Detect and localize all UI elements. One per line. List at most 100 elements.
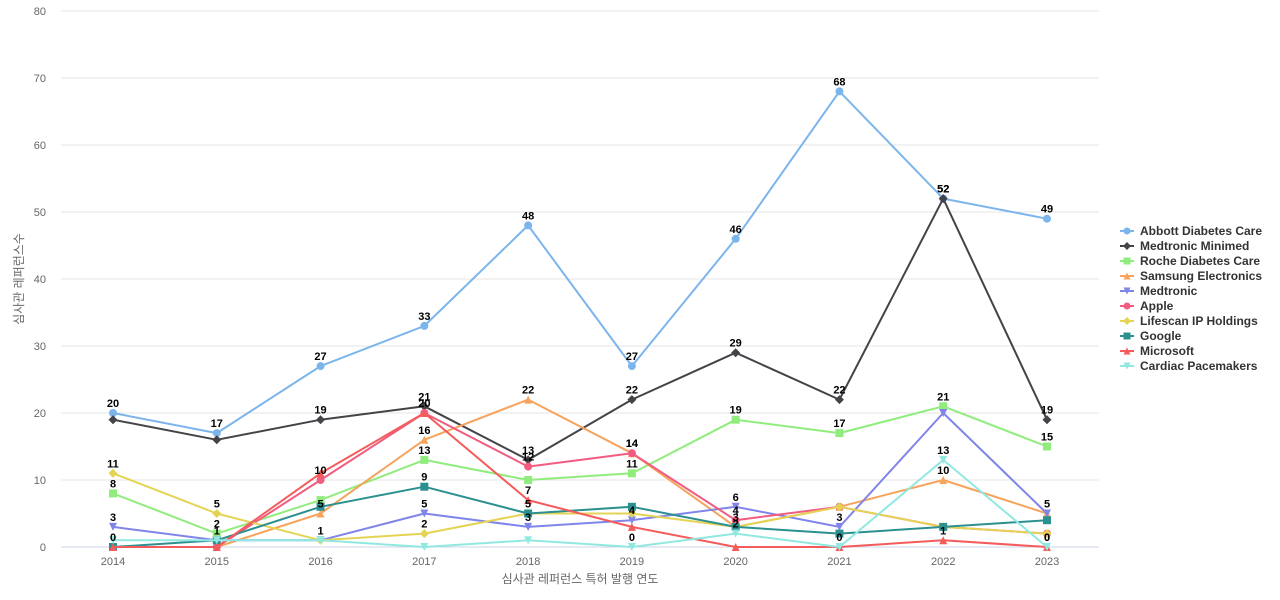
data-point	[420, 543, 429, 551]
data-point	[109, 543, 117, 551]
y-tick-label: 60	[34, 140, 46, 152]
data-point	[212, 543, 221, 551]
y-tick-label: 40	[34, 274, 46, 286]
data-point	[731, 529, 740, 538]
x-axis-title: 심사관 레퍼런스 특허 발행 연도	[502, 571, 659, 586]
legend-item: Samsung Electronics	[1120, 269, 1262, 283]
data-label: 4	[733, 505, 740, 517]
data-point	[731, 348, 741, 358]
data-label: 2	[733, 519, 739, 531]
data-point	[627, 522, 636, 531]
series-layer	[108, 87, 1052, 551]
data-point	[419, 401, 429, 411]
data-label-layer: 2017273348274668524919211322292252198213…	[107, 76, 1053, 544]
data-label: 1	[317, 525, 323, 537]
y-tick-label: 20	[34, 408, 46, 420]
data-point	[316, 536, 325, 545]
data-point	[731, 516, 740, 525]
data-point	[1043, 214, 1051, 223]
data-point	[316, 502, 325, 511]
grid-layer	[61, 10, 1099, 548]
data-point	[109, 409, 117, 417]
data-label: 0	[110, 532, 116, 544]
legend-label: Medtronic Minimed	[1140, 239, 1249, 253]
data-point	[212, 529, 221, 538]
data-point	[835, 529, 844, 538]
x-tick-label: 2015	[205, 556, 229, 568]
data-point	[109, 522, 117, 531]
y-axis-title: 심사관 레퍼런스수	[12, 233, 26, 325]
data-label: 3	[836, 512, 842, 524]
x-tick-label: 2017	[412, 556, 436, 568]
data-point	[939, 476, 948, 484]
data-point	[420, 509, 429, 518]
legend-label: Roche Diabetes Care	[1140, 254, 1260, 268]
data-label: 5	[214, 499, 220, 511]
data-label: 22	[522, 385, 534, 397]
data-label: 20	[107, 398, 119, 410]
data-point	[731, 502, 740, 511]
data-point	[627, 395, 637, 405]
data-label: 0	[629, 532, 635, 544]
data-label: 19	[1041, 405, 1053, 417]
data-point	[627, 516, 636, 525]
legend-marker	[1123, 227, 1131, 235]
data-point	[1043, 516, 1051, 525]
data-label: 13	[418, 445, 430, 457]
data-label: 22	[626, 385, 638, 397]
data-label: 7	[525, 485, 531, 497]
data-label: 9	[421, 472, 427, 484]
data-point	[420, 435, 429, 444]
data-point	[939, 455, 948, 464]
data-point	[731, 415, 740, 424]
legend-label: Samsung Electronics	[1140, 269, 1262, 283]
data-point	[1043, 509, 1051, 518]
data-label: 0	[1044, 532, 1050, 544]
data-point	[524, 221, 533, 230]
x-tick-label: 2023	[1035, 556, 1059, 568]
data-point	[627, 469, 636, 478]
data-label: 16	[418, 425, 430, 437]
x-tick-label: 2016	[308, 556, 332, 568]
data-label: 15	[1041, 432, 1053, 444]
data-label: 14	[626, 438, 639, 450]
data-point	[316, 509, 325, 518]
legend-item: Microsoft	[1120, 344, 1194, 358]
data-label: 17	[833, 418, 845, 430]
data-point	[627, 543, 636, 551]
legend-marker	[1123, 272, 1131, 280]
data-label: 22	[833, 385, 845, 397]
data-label: 2	[214, 519, 220, 531]
data-point	[420, 482, 429, 491]
data-label: 19	[730, 405, 742, 417]
data-point	[316, 415, 326, 425]
legend-label: Apple	[1140, 299, 1174, 313]
data-label: 11	[626, 458, 638, 470]
data-label: 1	[940, 525, 946, 537]
legend-label: Medtronic	[1140, 284, 1198, 298]
data-label: 10	[937, 465, 949, 477]
legend-item: Google	[1120, 329, 1182, 343]
x-tick-label: 2022	[931, 556, 955, 568]
data-point	[1042, 415, 1052, 425]
data-point	[627, 502, 636, 511]
legend-marker	[1123, 287, 1131, 295]
series-9	[109, 455, 1051, 551]
legend-label: Google	[1140, 329, 1182, 343]
data-label: 4	[629, 505, 636, 517]
legend-item: Lifescan IP Holdings	[1120, 314, 1258, 328]
legend-marker	[1123, 302, 1131, 310]
legend-label: Abbott Diabetes Care	[1140, 224, 1262, 238]
data-label: 11	[107, 458, 119, 470]
data-point	[835, 429, 844, 438]
data-point	[212, 435, 222, 445]
data-label: 49	[1041, 204, 1053, 216]
data-label: 2	[421, 519, 427, 531]
data-label: 5	[1044, 499, 1050, 511]
data-point	[524, 462, 533, 471]
data-point	[108, 468, 118, 478]
series-line	[112, 398, 1048, 548]
